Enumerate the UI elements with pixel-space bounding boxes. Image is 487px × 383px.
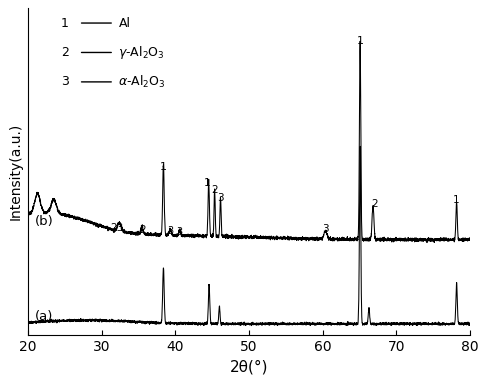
Text: Al: Al [118, 16, 131, 29]
Text: 1: 1 [453, 195, 460, 205]
X-axis label: 2θ(°): 2θ(°) [230, 360, 268, 375]
Text: 3: 3 [218, 193, 224, 203]
Text: 3: 3 [167, 226, 173, 236]
Text: 1: 1 [356, 36, 364, 46]
Text: 1: 1 [160, 162, 167, 172]
Text: 1: 1 [61, 16, 69, 29]
Text: $\alpha$-Al$_2$O$_3$: $\alpha$-Al$_2$O$_3$ [118, 74, 166, 90]
Text: 3: 3 [322, 224, 329, 234]
Text: 2: 2 [61, 46, 69, 59]
Text: 2: 2 [139, 225, 146, 235]
Text: 1: 1 [205, 178, 211, 188]
Text: 3: 3 [177, 228, 183, 237]
Text: 3: 3 [61, 75, 69, 88]
Text: $\gamma$-Al$_2$O$_3$: $\gamma$-Al$_2$O$_3$ [118, 44, 165, 61]
Y-axis label: Intensity(a.u.): Intensity(a.u.) [8, 123, 22, 221]
Text: (a): (a) [35, 311, 54, 324]
Text: 2: 2 [371, 199, 377, 209]
Text: (b): (b) [35, 215, 54, 228]
Text: 23: 23 [111, 223, 124, 233]
Text: 2: 2 [211, 185, 218, 195]
